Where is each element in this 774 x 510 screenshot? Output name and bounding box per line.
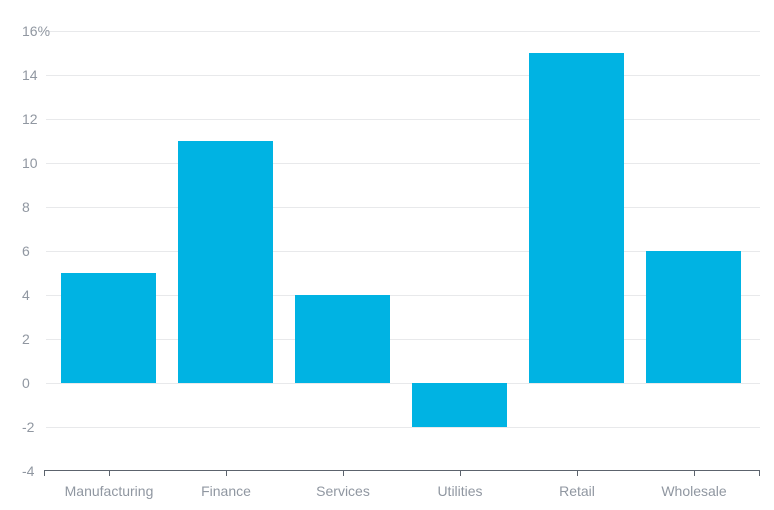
gridline (46, 339, 760, 340)
y-axis-tick-label: -2 (22, 419, 35, 435)
y-axis-tick-label: 12 (22, 111, 38, 127)
x-axis-tick (226, 470, 227, 476)
bar-retail (529, 53, 624, 383)
gridline (46, 427, 760, 428)
x-axis-label-utilities: Utilities (437, 483, 483, 499)
x-axis-tick (694, 470, 695, 476)
bar-manufacturing (61, 273, 156, 383)
x-axis-label-wholesale: Wholesale (661, 483, 727, 499)
x-axis-tick (343, 470, 344, 476)
x-axis-label-finance: Finance (201, 483, 251, 499)
y-axis-tick-label: 0 (22, 375, 30, 391)
bar-services (295, 295, 390, 383)
gridline (46, 207, 760, 208)
x-axis-tick (577, 470, 578, 476)
gridline (46, 75, 760, 76)
y-axis-tick-label: 2 (22, 331, 30, 347)
y-axis-tick-label: 10 (22, 155, 38, 171)
x-axis-tick (109, 470, 110, 476)
x-axis-line (44, 470, 760, 471)
gridline (46, 163, 760, 164)
x-axis-tick (44, 470, 45, 476)
y-axis-tick-label: 14 (22, 67, 38, 83)
bar-utilities (412, 383, 507, 427)
gridline (46, 383, 760, 384)
x-axis-label-retail: Retail (559, 483, 595, 499)
bar-wholesale (646, 251, 741, 383)
gridline (46, 119, 760, 120)
y-axis-tick-label: 8 (22, 199, 30, 215)
y-axis-tick-label: -4 (22, 463, 35, 479)
bar-finance (178, 141, 273, 383)
x-axis-label-services: Services (316, 483, 370, 499)
gridline (46, 295, 760, 296)
y-axis-tick-label: 4 (22, 287, 30, 303)
x-axis-tick (460, 470, 461, 476)
x-axis-tick (759, 470, 760, 476)
y-axis-tick-label: 6 (22, 243, 30, 259)
gridline (46, 251, 760, 252)
gridline (46, 31, 760, 32)
x-axis-label-manufacturing: Manufacturing (64, 483, 154, 499)
y-axis-tick-label: 16% (22, 23, 51, 39)
